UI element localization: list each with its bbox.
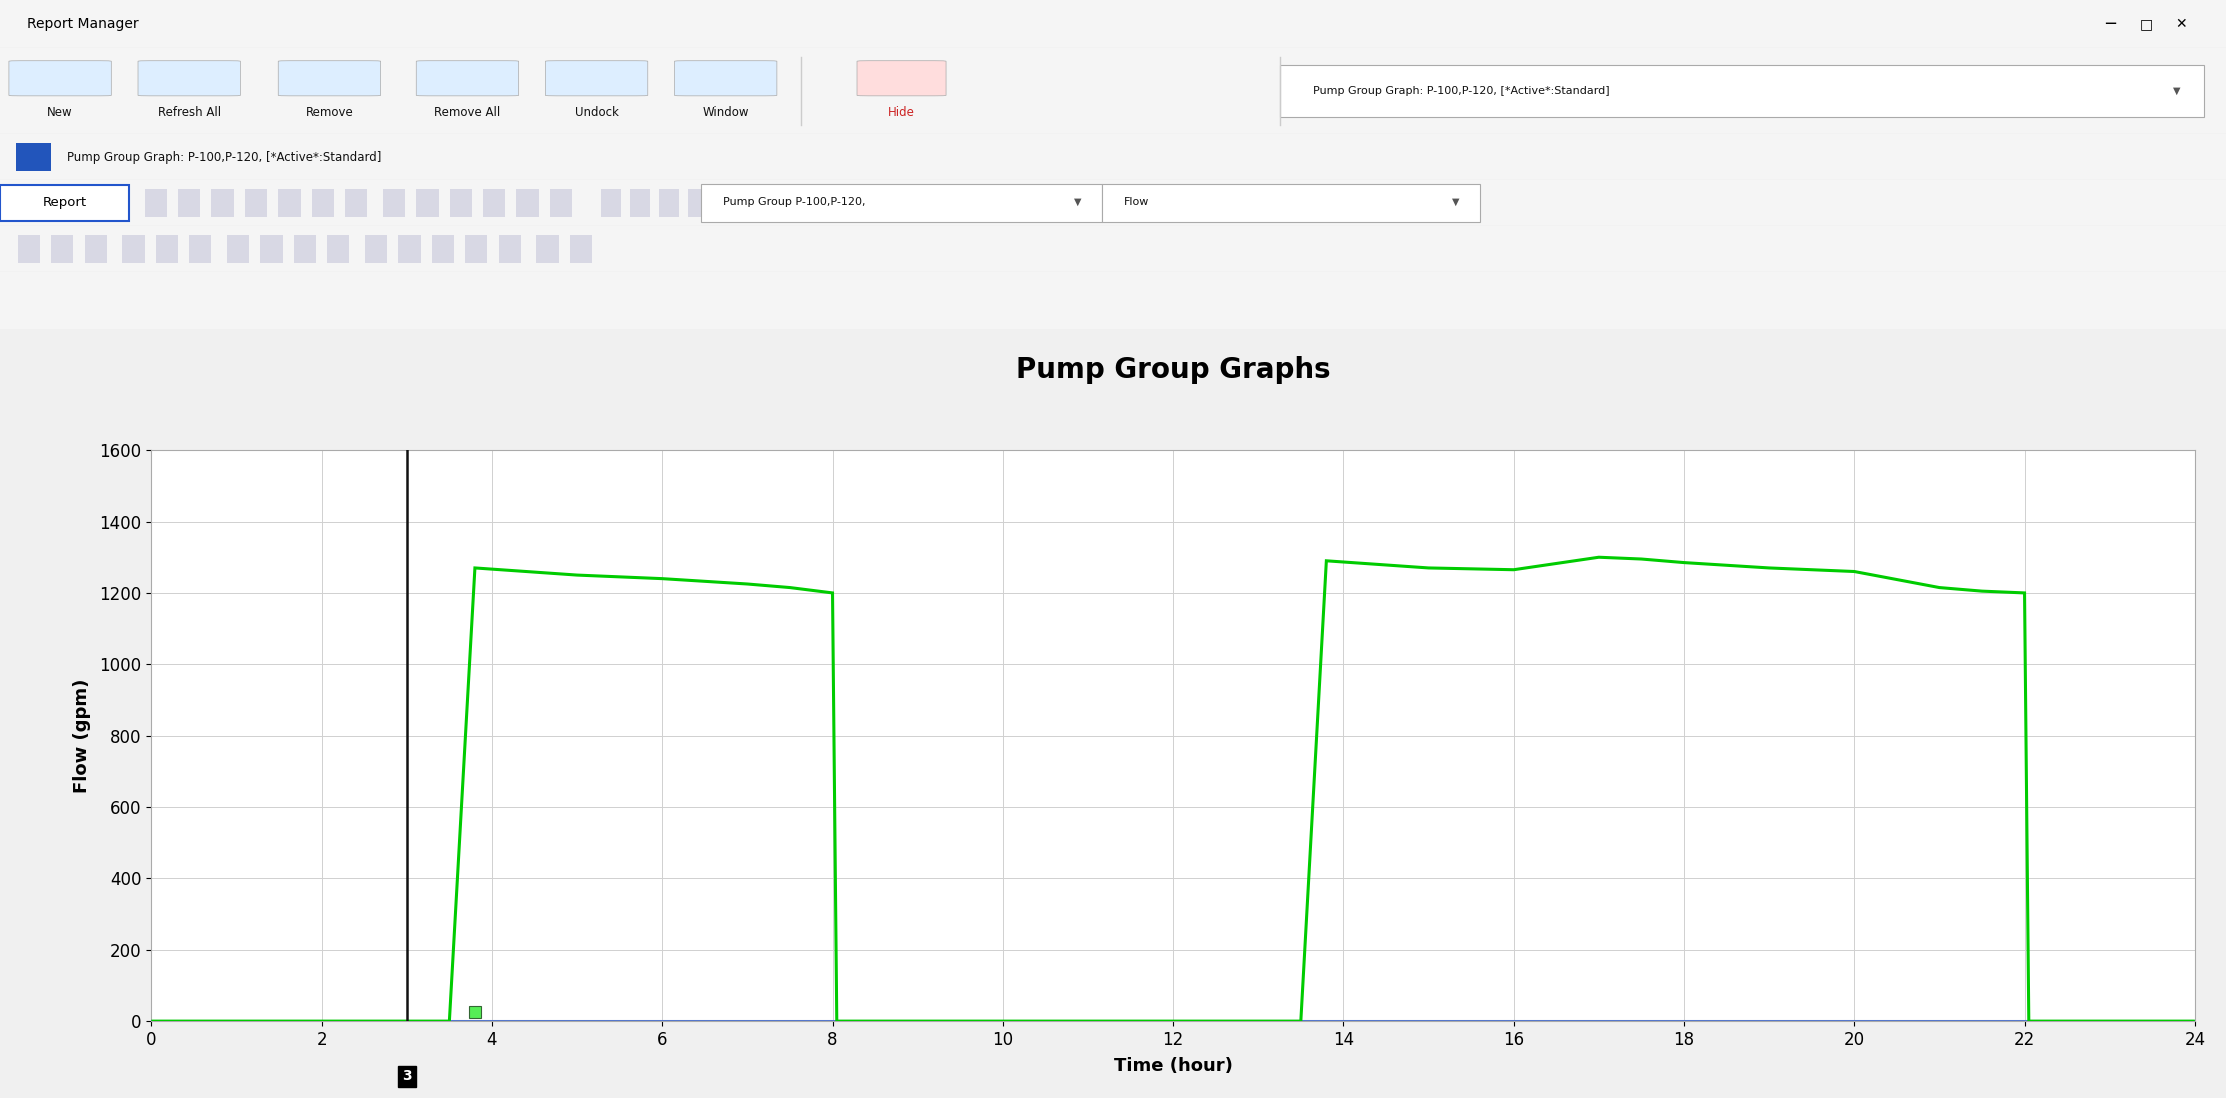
- FancyBboxPatch shape: [857, 60, 946, 96]
- Bar: [51, 235, 73, 264]
- Bar: [312, 189, 334, 217]
- Text: Pump Group Graph: P-100,P-120, [*Active*:Standard]: Pump Group Graph: P-100,P-120, [*Active*…: [67, 150, 381, 164]
- Text: Remove All: Remove All: [434, 107, 501, 119]
- Text: 3: 3: [403, 1069, 412, 1084]
- Text: Report: Report: [42, 195, 87, 209]
- Bar: [688, 189, 708, 217]
- Title: Pump Group Graphs: Pump Group Graphs: [1015, 356, 1331, 384]
- Bar: [550, 189, 572, 217]
- Bar: [294, 235, 316, 264]
- Bar: [570, 235, 592, 264]
- FancyBboxPatch shape: [1102, 184, 1480, 222]
- FancyBboxPatch shape: [278, 60, 381, 96]
- Text: Refresh All: Refresh All: [158, 107, 220, 119]
- Text: Pump Group Graph: P-100,P-120, [*Active*:Standard]: Pump Group Graph: P-100,P-120, [*Active*…: [1313, 86, 1609, 97]
- Bar: [16, 143, 51, 171]
- Bar: [278, 189, 301, 217]
- Bar: [659, 189, 679, 217]
- Bar: [327, 235, 349, 264]
- Text: Report Manager: Report Manager: [27, 18, 138, 31]
- FancyBboxPatch shape: [1280, 65, 2204, 117]
- Bar: [211, 189, 234, 217]
- Bar: [156, 235, 178, 264]
- Bar: [499, 235, 521, 264]
- Bar: [630, 189, 650, 217]
- Text: □: □: [2139, 18, 2153, 31]
- Bar: [365, 235, 387, 264]
- Text: New: New: [47, 107, 73, 119]
- Text: ─: ─: [2106, 15, 2115, 33]
- FancyBboxPatch shape: [9, 60, 111, 96]
- Bar: [18, 235, 40, 264]
- Bar: [178, 189, 200, 217]
- Text: Hide: Hide: [888, 107, 915, 119]
- Bar: [483, 189, 505, 217]
- Text: Undock: Undock: [574, 107, 619, 119]
- Bar: [189, 235, 211, 264]
- Bar: [260, 235, 283, 264]
- Bar: [383, 189, 405, 217]
- Bar: [601, 189, 621, 217]
- FancyBboxPatch shape: [545, 60, 648, 96]
- Bar: [450, 189, 472, 217]
- Text: ▼: ▼: [2173, 86, 2181, 97]
- Bar: [345, 189, 367, 217]
- Text: ▼: ▼: [1451, 198, 1460, 208]
- Bar: [432, 235, 454, 264]
- Bar: [398, 235, 421, 264]
- Bar: [516, 189, 539, 217]
- FancyBboxPatch shape: [701, 184, 1102, 222]
- Text: ✕: ✕: [2175, 18, 2188, 31]
- X-axis label: Time (hour): Time (hour): [1113, 1057, 1233, 1075]
- Text: Pump Group P-100,P-120,: Pump Group P-100,P-120,: [723, 198, 866, 208]
- FancyBboxPatch shape: [674, 60, 777, 96]
- FancyBboxPatch shape: [0, 186, 129, 221]
- Bar: [536, 235, 559, 264]
- Y-axis label: Flow (gpm): Flow (gpm): [73, 679, 91, 793]
- FancyBboxPatch shape: [416, 60, 519, 96]
- Bar: [227, 235, 249, 264]
- Bar: [122, 235, 145, 264]
- FancyBboxPatch shape: [138, 60, 240, 96]
- Bar: [145, 189, 167, 217]
- Text: Window: Window: [703, 107, 748, 119]
- Bar: [85, 235, 107, 264]
- Text: Remove: Remove: [305, 107, 354, 119]
- Bar: [245, 189, 267, 217]
- Bar: [416, 189, 439, 217]
- Legend: P-100, P-120: P-100, P-120: [140, 299, 387, 330]
- Text: ▼: ▼: [1073, 198, 1082, 208]
- Bar: [465, 235, 487, 264]
- Text: Flow: Flow: [1124, 198, 1149, 208]
